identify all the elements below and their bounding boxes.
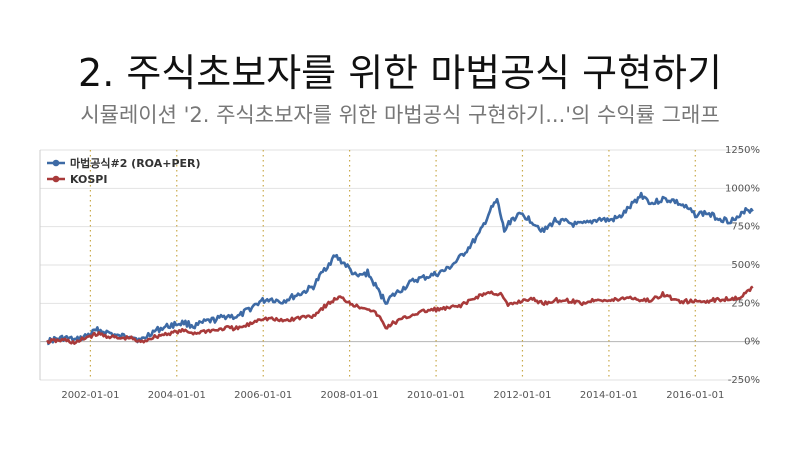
series-lines	[46, 191, 754, 346]
y-tick-label: 750%	[731, 222, 760, 233]
y-tick-label: -250%	[728, 375, 760, 386]
gridlines	[39, 149, 760, 381]
page-title: 2. 주식초보자를 위한 마법공식 구현하기	[78, 51, 722, 95]
y-tick-label: 1000%	[725, 183, 760, 194]
legend-swatch-marker	[52, 175, 60, 183]
y-tick-label: 250%	[731, 298, 760, 309]
y-tick-label: 0%	[744, 337, 760, 348]
y-tick-label: 1250%	[725, 145, 760, 156]
kospi-series-line	[46, 285, 754, 345]
x-tick-label: 2006-01-01	[234, 390, 292, 401]
x-tick-label: 2012-01-01	[493, 390, 551, 401]
chart-subtitle: 시뮬레이션 '2. 주식초보자를 위한 마법공식 구현하기...'의 수익률 그…	[80, 103, 720, 127]
x-tick-label: 2010-01-01	[407, 390, 465, 401]
x-tick-label: 2014-01-01	[580, 390, 638, 401]
x-tick-labels: 2002-01-01 2004-01-01 2006-01-01 2008-01-01…	[61, 390, 724, 401]
x-tick-label: 2002-01-01	[61, 390, 119, 401]
legend-swatch-marker	[52, 159, 60, 167]
x-tick-label: 2016-01-01	[666, 390, 724, 401]
y-tick-labels: -250% 0% 250% 500% 750% 1000% 1250%	[725, 145, 760, 386]
legend: 마법공식#2 (ROA+PER) KOSPI	[47, 156, 201, 186]
magic-formula-series-line	[46, 191, 754, 346]
legend-label: 마법공식#2 (ROA+PER)	[70, 156, 201, 170]
legend-label: KOSPI	[70, 173, 107, 186]
x-tick-label: 2008-01-01	[321, 390, 379, 401]
x-tick-label: 2004-01-01	[148, 390, 206, 401]
x-gridlines	[89, 150, 696, 380]
y-tick-label: 500%	[731, 260, 760, 271]
